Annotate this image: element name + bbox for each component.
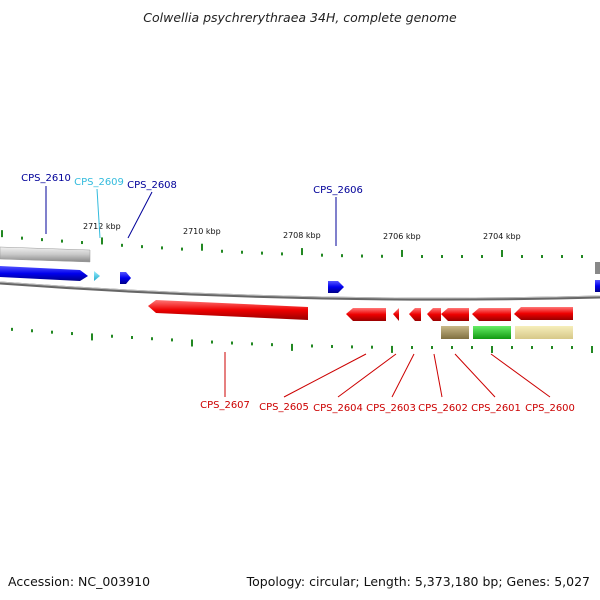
scale-ticks — [1, 230, 593, 353]
scale-label-2710: 2710 kbp — [183, 227, 221, 236]
gene-CPS_2601b-arrow[interactable] — [472, 308, 511, 321]
leader-line-CPS_2602 — [433, 353, 443, 398]
scale-label-2706: 2706 kbp — [383, 232, 421, 241]
gene-label-CPS_2601[interactable]: CPS_2601 — [471, 403, 521, 414]
gene-CPS_2609-arrow[interactable] — [94, 271, 100, 281]
leader-lines — [45, 186, 551, 398]
genome-backbone — [0, 281, 600, 301]
reverse-strand-genes — [148, 300, 573, 321]
gene-CPS_2603-arrow[interactable] — [409, 308, 421, 321]
gene-label-CPS_2604[interactable]: CPS_2604 — [313, 403, 363, 414]
gene-label-CPS_2600[interactable]: CPS_2600 — [525, 403, 575, 414]
leader-line-CPS_2601 — [454, 353, 496, 398]
gene-CPS_2607-arrow[interactable] — [148, 300, 308, 320]
gene-label-CPS_2606[interactable]: CPS_2606 — [313, 185, 363, 196]
gene-label-CPS_2603[interactable]: CPS_2603 — [366, 403, 416, 414]
scale-label-2708: 2708 kbp — [283, 231, 321, 240]
overview-grey-block — [0, 246, 91, 263]
scale-label-2704: 2704 kbp — [483, 232, 521, 241]
gene-label-CPS_2607[interactable]: CPS_2607 — [200, 400, 250, 411]
forward-strand-genes — [0, 266, 344, 293]
gene-label-CPS_2605[interactable]: CPS_2605 — [259, 402, 309, 413]
gene-CPS_2608-arrow[interactable] — [120, 272, 131, 284]
gene-CPS_2604-arrow[interactable] — [393, 308, 399, 321]
genome-title: Colwellia psychrerythraea 34H, complete … — [143, 10, 457, 25]
accession-text: Accession: NC_003910 — [8, 574, 151, 589]
feature-boxes — [441, 326, 573, 339]
feature-box-tan[interactable] — [515, 326, 573, 339]
gene-label-CPS_2602[interactable]: CPS_2602 — [418, 403, 468, 414]
genome-backbone-highlight — [0, 281, 600, 299]
leader-line-CPS_2603 — [391, 353, 415, 398]
gene-CPS_2600-arrow[interactable] — [514, 307, 573, 320]
scale-label-2712: 2712 kbp — [83, 222, 121, 231]
topology-text: Topology: circular; Length: 5,373,180 bp… — [246, 574, 590, 589]
gene-CPS_2601-arrow[interactable] — [441, 308, 469, 321]
leader-line-CPS_2604 — [337, 353, 397, 398]
gene-CPS_2602-arrow[interactable] — [427, 308, 441, 321]
leader-line-CPS_2600 — [490, 353, 551, 398]
right-edge-blue-marker — [595, 280, 600, 292]
gene-CPS_2610-arrow[interactable] — [0, 266, 88, 281]
gene-label-CPS_2609[interactable]: CPS_2609 — [74, 177, 124, 188]
gene-CPS_2606-arrow[interactable] — [328, 281, 344, 293]
gene-CPS_2605-arrow[interactable] — [346, 308, 386, 321]
feature-box-green[interactable] — [473, 326, 511, 339]
feature-box-olive[interactable] — [441, 326, 469, 339]
gene-label-CPS_2610[interactable]: CPS_2610 — [21, 173, 71, 184]
right-edge-grey-marker — [595, 262, 600, 274]
scale-labels: 2712 kbp 2710 kbp 2708 kbp 2706 kbp 2704… — [83, 222, 521, 241]
leader-line-CPS_2605 — [283, 353, 367, 398]
gene-labels: CPS_2610 CPS_2609 CPS_2608 CPS_2606 CPS_… — [21, 173, 575, 414]
leader-line-CPS_2609 — [96, 188, 101, 239]
gene-label-CPS_2608[interactable]: CPS_2608 — [127, 180, 177, 191]
leader-line-CPS_2608 — [127, 191, 153, 239]
